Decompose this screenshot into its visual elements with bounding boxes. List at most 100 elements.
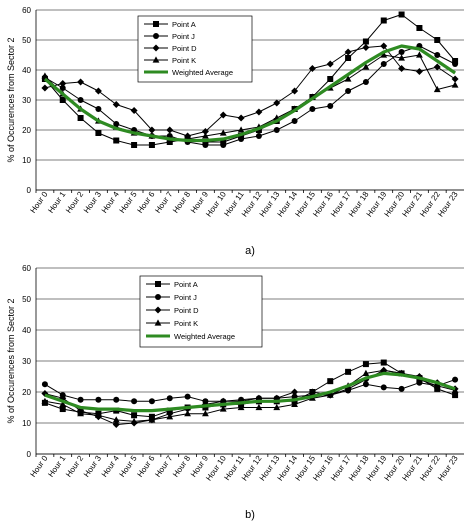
data-point-point-j [380,61,387,67]
data-point-point-k [59,400,67,407]
data-point-point-j [345,88,352,94]
data-point-point-a [362,38,369,45]
data-point-point-j [452,61,459,67]
data-point-point-d [255,108,263,116]
data-point-point-k [148,416,156,423]
data-point-point-j [362,381,369,388]
data-point-point-a [380,17,387,24]
data-point-point-j [202,142,209,148]
data-point-point-d [326,60,334,68]
data-point-point-k [451,81,459,88]
legend-marker-point-j [155,294,161,300]
y-tick-label: 0 [27,450,32,459]
data-point-point-a [113,137,120,144]
y-tick-label: 30 [22,357,31,366]
legend-marker-point-a [153,21,159,27]
data-point-point-j [255,133,262,139]
data-point-point-k [41,397,49,404]
legend-label-point-k: Point K [172,56,196,65]
data-point-point-a [131,412,138,419]
data-point-point-a [452,392,459,399]
legend: Point A Point J Point D Point K Weighted Ave… [137,15,253,83]
subfigure-label: b) [245,509,255,521]
data-point-point-a [131,142,138,148]
data-point-point-k [219,405,227,412]
data-point-point-a [327,76,334,82]
data-point-point-j [452,376,459,383]
data-point-point-d [112,421,120,429]
legend-label-point-a: Point A [174,280,198,289]
data-point-point-k [380,51,388,58]
data-point-point-k [362,369,370,376]
data-point-point-j [77,97,84,103]
y-tick-label: 50 [22,295,31,304]
data-point-point-d [201,128,209,135]
data-point-point-a [59,97,66,103]
series-line-point-d [44,369,456,426]
y-tick-label: 0 [27,186,32,195]
data-point-point-d [166,126,174,134]
y-tick-label: 10 [22,156,31,165]
data-point-point-a [148,142,155,148]
legend-label-point-a: Point A [172,20,196,29]
y-tick-label: 30 [22,96,31,105]
series-line-point-j [44,379,456,402]
data-point-point-a [345,55,352,61]
data-point-point-j [95,106,102,112]
y-tick-label: 50 [22,36,31,45]
legend-label-point-k: Point K [174,319,198,328]
data-point-point-j [41,381,48,388]
data-point-point-d [219,111,227,119]
legend-marker-point-k [154,319,162,326]
data-point-point-k [433,382,441,389]
subfigure-label: a) [245,245,255,257]
data-point-point-j [59,85,66,91]
data-point-point-d [148,126,156,134]
data-point-point-k [326,391,334,398]
y-tick-label: 10 [22,419,31,428]
data-point-point-d [308,65,316,72]
legend-label-point-j: Point J [174,293,197,302]
series-line-point-k [44,369,456,422]
y-tick-label: 40 [22,326,31,335]
data-point-point-k [344,75,352,82]
data-point-point-k [255,403,263,411]
data-point-point-j [238,136,245,142]
data-point-point-j [184,393,191,400]
legend-marker-point-j [153,33,159,39]
data-point-point-j [113,396,120,403]
data-point-point-k [130,417,138,425]
data-point-point-j [434,52,441,58]
data-point-point-j [220,142,227,148]
data-point-point-j [398,49,405,55]
data-point-point-d [380,42,388,50]
data-point-point-k [166,413,174,420]
data-point-point-k [362,63,370,70]
data-point-point-j [309,106,316,112]
legend-label-point-d: Point D [174,306,199,315]
data-point-point-j [148,398,155,405]
legend-label-point-j: Point J [172,32,195,41]
legend-marker-point-k [152,56,160,63]
data-point-point-a [434,385,441,392]
series-point-j [41,43,459,148]
data-point-point-d [344,48,352,56]
data-point-point-j [95,396,102,403]
data-point-point-j [77,396,84,403]
data-point-point-a [166,139,173,145]
data-point-point-j [273,127,280,133]
data-point-point-j [327,103,334,109]
series-line-point-j [44,45,456,146]
data-point-point-d [77,78,85,86]
data-point-point-a [416,25,423,31]
data-point-point-a [362,361,369,368]
data-point-point-k [202,132,209,139]
data-point-point-k [95,411,102,418]
legend-label-weighted-average: Weighted Average [174,332,235,341]
data-point-point-k [237,126,245,133]
data-point-point-k [291,400,298,407]
data-point-point-k [398,54,405,61]
data-point-point-d [415,68,423,75]
data-point-point-d [237,114,245,122]
